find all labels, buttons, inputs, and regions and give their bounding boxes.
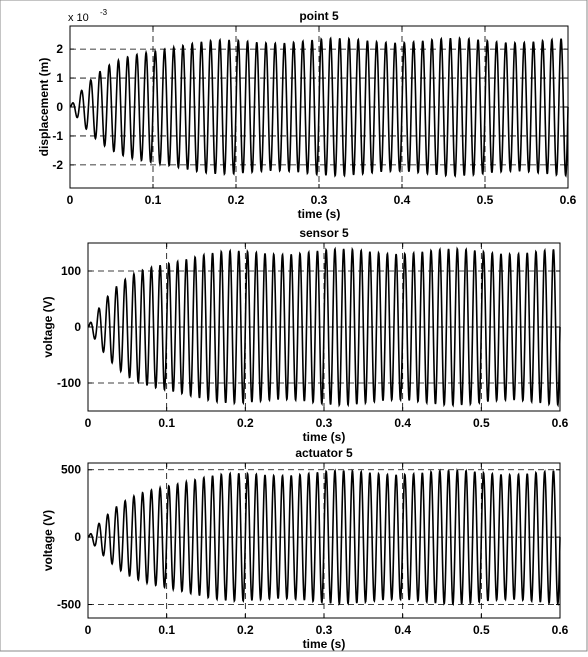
x-axis-label: time (s) (303, 637, 346, 651)
x-tick-label: 0 (85, 416, 92, 430)
y-axis-label: voltage (V) (41, 510, 55, 571)
y-axis-label: voltage (V) (41, 296, 55, 357)
x-tick-label: 0 (85, 623, 92, 637)
x-tick-label: 0.5 (473, 416, 490, 430)
x-tick-label: 0 (67, 193, 74, 207)
chart-title: point 5 (299, 9, 339, 23)
x-tick-label: 0.6 (552, 623, 569, 637)
y-tick-label: -500 (57, 598, 81, 612)
y-axis-label: displacement (m) (37, 58, 51, 157)
chart-panel-1: 0 0.1 0.2 0.3 0.4 0.5 0.6 -2 -1 0 1 2 point 5 time (s… (37, 8, 577, 221)
x-axis-label: time (s) (298, 207, 341, 221)
y-tick-label: 0 (74, 320, 81, 334)
x-tick-label: 0.3 (311, 193, 328, 207)
x-tick-label: 0.2 (228, 193, 245, 207)
chart-panel-3: 0 0.1 0.2 0.3 0.4 0.5 0.6 -500 0 500 actuator 5 tim… (41, 446, 569, 651)
chart-title: sensor 5 (299, 226, 349, 240)
x-axis-label: time (s) (303, 430, 346, 444)
x-tick-label: 0.1 (145, 193, 162, 207)
x-tick-label: 0.4 (394, 623, 411, 637)
y-tick-label: 2 (56, 42, 63, 56)
y-multiplier-label: x 10 (68, 12, 89, 24)
y-tick-label: 0 (74, 530, 81, 544)
x-tick-label: 0.3 (316, 623, 333, 637)
x-tick-label: 0.5 (477, 193, 494, 207)
y-tick-label: 100 (61, 264, 81, 278)
x-tick-label: 0.4 (394, 193, 411, 207)
x-tick-label: 0.1 (158, 623, 175, 637)
y-tick-label: 500 (61, 463, 81, 477)
series-line (87, 246, 561, 408)
x-tick-label: 0.1 (158, 416, 175, 430)
series-line (69, 36, 569, 178)
x-tick-label: 0.2 (237, 416, 254, 430)
y-tick-label: -2 (52, 158, 63, 172)
x-tick-label: 0.2 (237, 623, 254, 637)
chart-panel-2: 0 0.1 0.2 0.3 0.4 0.5 0.6 -100 0 100 sensor 5 time … (41, 226, 569, 444)
y-tick-label: -1 (52, 129, 63, 143)
chart-title: actuator 5 (295, 446, 353, 460)
x-tick-label: 0.3 (316, 416, 333, 430)
y-tick-label: 0 (56, 100, 63, 114)
x-tick-label: 0.6 (552, 416, 569, 430)
x-tick-label: 0.6 (560, 193, 577, 207)
y-tick-label: -100 (57, 376, 81, 390)
x-tick-label: 0.5 (473, 623, 490, 637)
x-tick-label: 0.4 (394, 416, 411, 430)
y-tick-label: 1 (56, 71, 63, 85)
y-multiplier-exponent: -3 (100, 8, 108, 17)
series-line (87, 468, 561, 607)
